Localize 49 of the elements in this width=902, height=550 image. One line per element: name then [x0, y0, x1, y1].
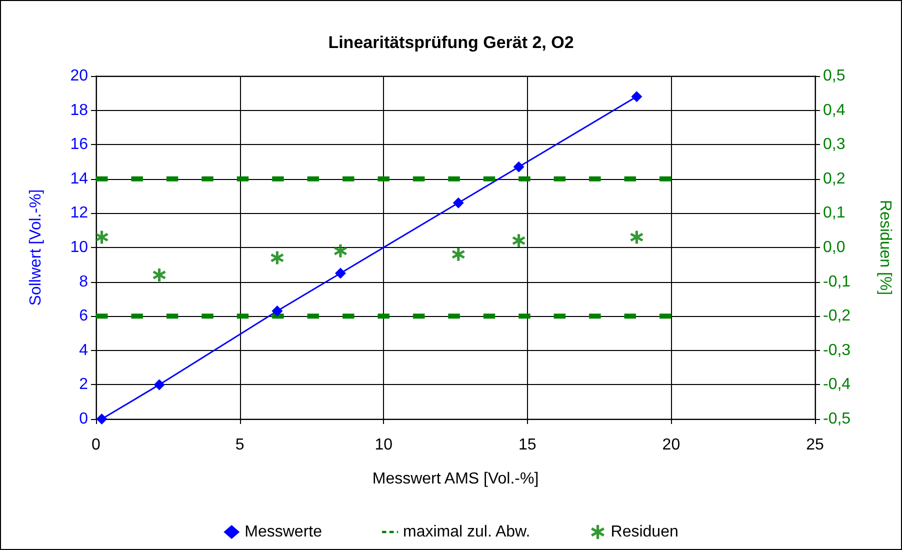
y-tick-label: 0 [79, 410, 88, 428]
x-tick-label: 5 [235, 436, 244, 454]
point [334, 244, 347, 258]
point [96, 414, 108, 424]
point [630, 230, 644, 244]
point [334, 268, 346, 279]
y2-tick-label: 0,3 [823, 136, 846, 154]
y-tick-label: 14 [70, 170, 88, 188]
y-tick-label: 12 [70, 204, 88, 222]
legend-label: maximal zul. Abw. [402, 524, 530, 540]
point [452, 248, 465, 261]
y2-tick-label: -0,3 [823, 342, 851, 359]
y-tick-label: 6 [79, 308, 88, 325]
y2-tick-label: -0,5 [823, 410, 851, 428]
x-axis-title: Messwert AMS [Vol.-%] [372, 470, 539, 488]
y2-tick-label: 0,2 [823, 170, 846, 188]
y2-tick-label: 0,1 [823, 204, 846, 222]
point [272, 305, 283, 316]
point [513, 161, 524, 172]
chart-title: Linearitätsprüfung Gerät 2, O2 [328, 33, 574, 52]
y-tick-label: 2 [79, 376, 88, 394]
x-tick-label: 20 [662, 436, 680, 454]
point [152, 268, 166, 282]
point [154, 379, 165, 390]
y2-tick-label: -0,4 [823, 376, 851, 394]
x-tick-label: 0 [92, 436, 101, 454]
y2-tick-label: 0,5 [823, 68, 846, 84]
y-tick-label: 8 [79, 273, 88, 290]
y2-tick-label: -0,1 [823, 273, 851, 290]
y2-tick-label: 0,4 [823, 102, 846, 119]
y-tick-label: 16 [70, 136, 88, 154]
legend-label: Residuen [610, 524, 678, 540]
y-tick-label: 10 [70, 239, 88, 256]
point [512, 234, 526, 248]
y2-tick-label: -0,2 [823, 308, 851, 325]
legend-label: Messwerte [244, 524, 322, 540]
point [631, 91, 642, 102]
y2-tick-label: 0,0 [823, 239, 846, 256]
x-tick-label: 10 [374, 436, 393, 454]
x-tick-label: 25 [806, 436, 824, 454]
y-axis-title: Sollwert [Vol.-%] [28, 189, 44, 306]
x-tick-label: 15 [518, 436, 536, 454]
y2-axis-title: Residuen [%] [876, 200, 894, 296]
point [452, 197, 464, 208]
point [270, 251, 284, 264]
y-tick-label: 18 [70, 102, 88, 119]
y-tick-label: 4 [79, 342, 88, 359]
y-tick-label: 20 [70, 68, 88, 84]
point [95, 230, 108, 244]
